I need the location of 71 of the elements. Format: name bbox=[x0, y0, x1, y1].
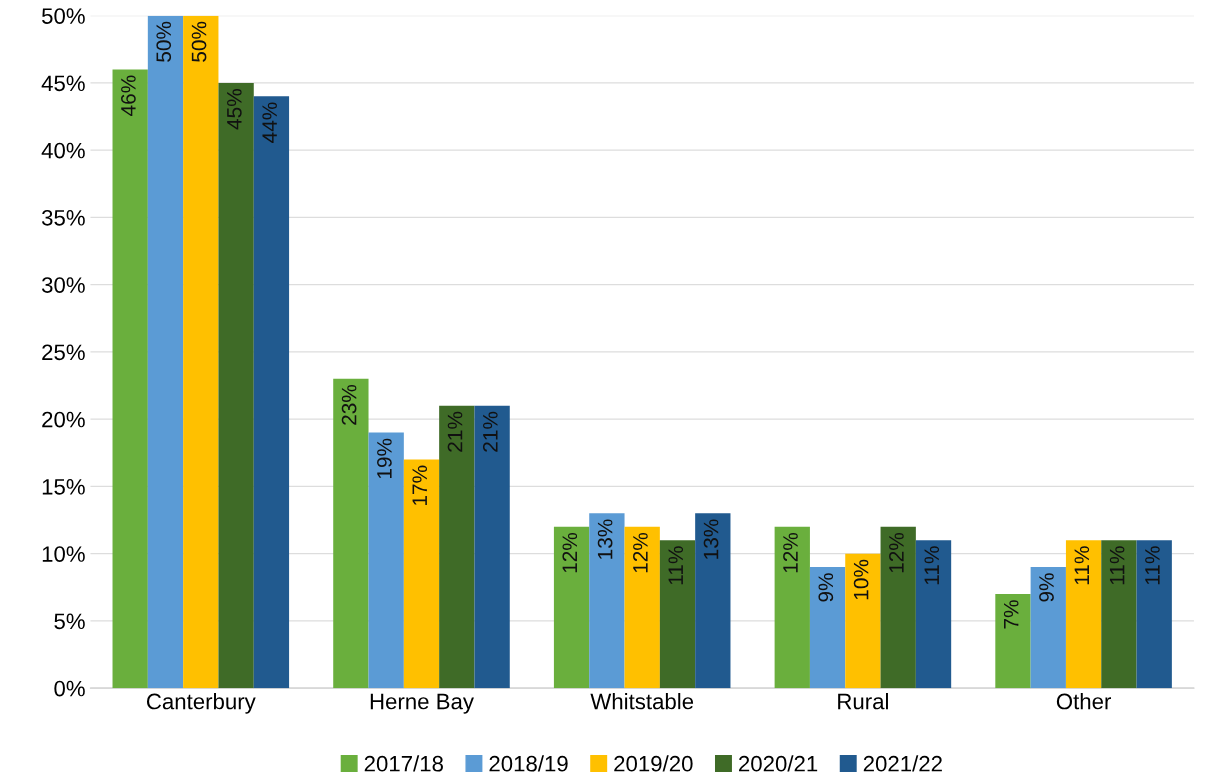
data-label: 11% bbox=[1074, 546, 1090, 585]
data-label: 9% bbox=[818, 573, 834, 602]
bar bbox=[474, 405, 510, 689]
bar bbox=[439, 405, 475, 689]
bar bbox=[695, 513, 731, 689]
bar bbox=[403, 459, 440, 689]
data-label: 23% bbox=[341, 384, 357, 425]
y-tick-label: 20% bbox=[42, 411, 85, 428]
legend-label: 2019/20 bbox=[614, 755, 693, 772]
y-tick-label: 5% bbox=[54, 613, 85, 630]
bar bbox=[112, 69, 148, 689]
data-label: 9% bbox=[1039, 573, 1054, 602]
y-tick-label: 30% bbox=[41, 277, 85, 293]
bar bbox=[1065, 540, 1102, 689]
y-tick-label: 40% bbox=[41, 142, 85, 159]
data-label: 50% bbox=[191, 21, 207, 62]
data-label: 19% bbox=[377, 438, 392, 479]
data-label: 11% bbox=[668, 546, 684, 585]
y-tick-label: 10% bbox=[42, 546, 85, 562]
bar bbox=[253, 96, 290, 689]
data-label: 12% bbox=[889, 532, 904, 573]
data-label: 45% bbox=[227, 89, 242, 130]
bar bbox=[1136, 540, 1172, 689]
x-tick-label: Rural bbox=[838, 693, 888, 710]
data-label: 10% bbox=[853, 559, 869, 600]
bar bbox=[845, 553, 881, 689]
data-label: 11% bbox=[924, 546, 940, 585]
data-label: 44% bbox=[262, 102, 277, 143]
x-tick-label: Canterbury bbox=[146, 693, 256, 714]
bar bbox=[1101, 540, 1137, 689]
bar bbox=[659, 540, 696, 689]
data-label: 7% bbox=[1003, 600, 1019, 629]
data-label: 21% bbox=[482, 411, 498, 452]
data-label: 50% bbox=[156, 21, 172, 62]
data-label: 13% bbox=[597, 519, 613, 559]
y-tick-label: 15% bbox=[42, 479, 85, 495]
bar bbox=[880, 526, 916, 689]
bar bbox=[368, 432, 404, 689]
data-label: 12% bbox=[783, 532, 798, 573]
bar bbox=[809, 567, 846, 689]
legend-label: 2021/22 bbox=[863, 755, 942, 772]
y-tick-label: 0% bbox=[54, 680, 85, 697]
data-label: 12% bbox=[562, 532, 578, 573]
bar bbox=[218, 82, 254, 689]
x-tick-label: Other bbox=[1056, 693, 1112, 710]
x-tick-label: Herne Bay bbox=[370, 693, 474, 714]
legend-label: 2020/21 bbox=[739, 755, 818, 772]
bar bbox=[774, 526, 810, 689]
bar bbox=[1030, 567, 1066, 689]
data-label: 11% bbox=[1145, 546, 1160, 585]
data-label: 46% bbox=[121, 75, 136, 117]
y-tick-label: 35% bbox=[41, 209, 85, 226]
bar bbox=[183, 15, 219, 689]
bar bbox=[553, 526, 590, 689]
bar bbox=[995, 594, 1031, 689]
y-tick-label: 25% bbox=[42, 344, 85, 361]
data-label: 21% bbox=[447, 411, 463, 452]
legend-label: 2018/19 bbox=[489, 755, 568, 772]
y-tick-label: 45% bbox=[41, 75, 85, 92]
y-tick-label: 50% bbox=[42, 8, 85, 24]
data-label: 13% bbox=[703, 519, 719, 559]
data-label: 17% bbox=[412, 465, 428, 505]
x-tick-label: Whitstable bbox=[590, 693, 694, 710]
data-label: 11% bbox=[1109, 546, 1125, 585]
bar bbox=[589, 513, 625, 689]
legend-label: 2017/18 bbox=[364, 755, 443, 772]
bar bbox=[333, 378, 369, 689]
bar bbox=[624, 526, 660, 689]
bar bbox=[915, 540, 952, 689]
data-label: 12% bbox=[633, 532, 648, 573]
bar bbox=[147, 15, 184, 689]
